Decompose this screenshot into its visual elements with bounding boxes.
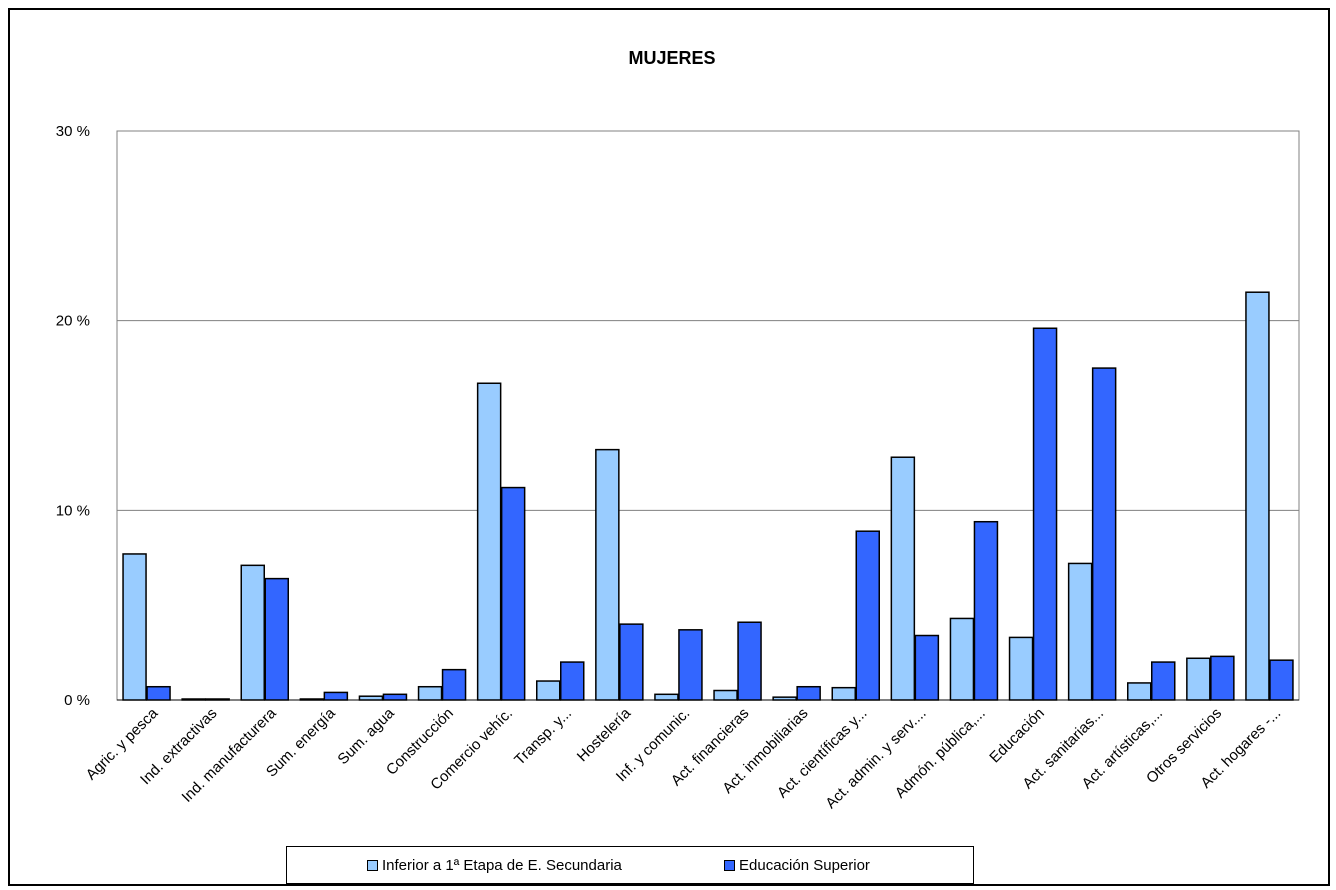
bar-series-2-14 bbox=[973, 520, 999, 701]
legend-label-series-2: Educación Superior bbox=[739, 856, 870, 874]
legend: Inferior a 1ª Etapa de E. Secundaria Edu… bbox=[286, 846, 974, 884]
bar-series-2-19 bbox=[1269, 659, 1294, 701]
bar-series-2-2 bbox=[264, 577, 289, 701]
bar-series-1-4 bbox=[358, 695, 384, 701]
bar-series-1-17 bbox=[1127, 682, 1152, 701]
bar-series-2-11 bbox=[796, 685, 821, 701]
y-tick-label: 0 % bbox=[64, 692, 90, 709]
bar-series-2-1 bbox=[205, 698, 230, 701]
bar-series-1-5 bbox=[417, 685, 443, 701]
bar-series-2-9 bbox=[678, 629, 703, 701]
bar-series-2-0 bbox=[146, 685, 171, 701]
x-tick-label: Transp. y... bbox=[511, 705, 575, 769]
bar-series-1-3 bbox=[299, 698, 325, 701]
y-tick-label: 30 % bbox=[56, 123, 90, 140]
legend-item-series-1: Inferior a 1ª Etapa de E. Secundaria bbox=[367, 857, 622, 874]
x-tick-label: Act. admin. y serv.... bbox=[822, 705, 929, 812]
bar-series-2-13 bbox=[914, 634, 940, 701]
legend-item-series-2: Educación Superior bbox=[724, 857, 870, 874]
bar-series-2-18 bbox=[1210, 655, 1235, 701]
bar-series-1-13 bbox=[890, 456, 916, 701]
bar-series-1-7 bbox=[536, 680, 561, 701]
bar-series-2-7 bbox=[560, 661, 585, 701]
bar-series-2-10 bbox=[737, 621, 762, 701]
bar-series-1-2 bbox=[240, 564, 265, 701]
bar-series-2-6 bbox=[500, 486, 526, 701]
bar-series-1-1 bbox=[181, 698, 206, 701]
legend-swatch-series-2 bbox=[724, 859, 735, 871]
bar-series-2-12 bbox=[855, 530, 880, 701]
bar-series-1-9 bbox=[654, 693, 679, 701]
bar-series-1-10 bbox=[713, 689, 738, 701]
bar-series-2-17 bbox=[1151, 661, 1176, 701]
bar-series-1-12 bbox=[831, 686, 856, 701]
bar-series-1-16 bbox=[1067, 562, 1093, 701]
x-tick-label: Sum. agua bbox=[334, 704, 398, 768]
y-tick-label: 10 % bbox=[56, 502, 90, 519]
plot-area bbox=[116, 130, 1300, 701]
bar-series-2-16 bbox=[1091, 367, 1117, 701]
bar-series-1-8 bbox=[595, 448, 620, 701]
bar-series-2-4 bbox=[382, 693, 408, 701]
chart-frame bbox=[8, 8, 1330, 886]
bar-series-2-8 bbox=[619, 623, 644, 701]
bar-series-1-11 bbox=[772, 696, 797, 701]
bar-series-1-19 bbox=[1245, 291, 1270, 701]
bar-series-1-18 bbox=[1186, 657, 1211, 701]
bar-series-1-15 bbox=[1008, 636, 1034, 701]
bar-series-1-14 bbox=[949, 617, 975, 701]
bar-series-1-0 bbox=[122, 553, 147, 701]
bar-series-2-3 bbox=[323, 691, 349, 701]
x-tick-label: Hostelería bbox=[574, 704, 635, 765]
bar-series-1-6 bbox=[476, 382, 502, 701]
bar-series-2-5 bbox=[441, 668, 467, 701]
bar-series-2-15 bbox=[1032, 327, 1058, 701]
y-tick-label: 20 % bbox=[56, 313, 90, 330]
x-tick-label: Educación bbox=[986, 705, 1048, 767]
legend-swatch-series-1 bbox=[367, 859, 378, 871]
chart-title: MUJERES bbox=[628, 48, 715, 68]
legend-label-series-1: Inferior a 1ª Etapa de E. Secundaria bbox=[382, 856, 622, 874]
